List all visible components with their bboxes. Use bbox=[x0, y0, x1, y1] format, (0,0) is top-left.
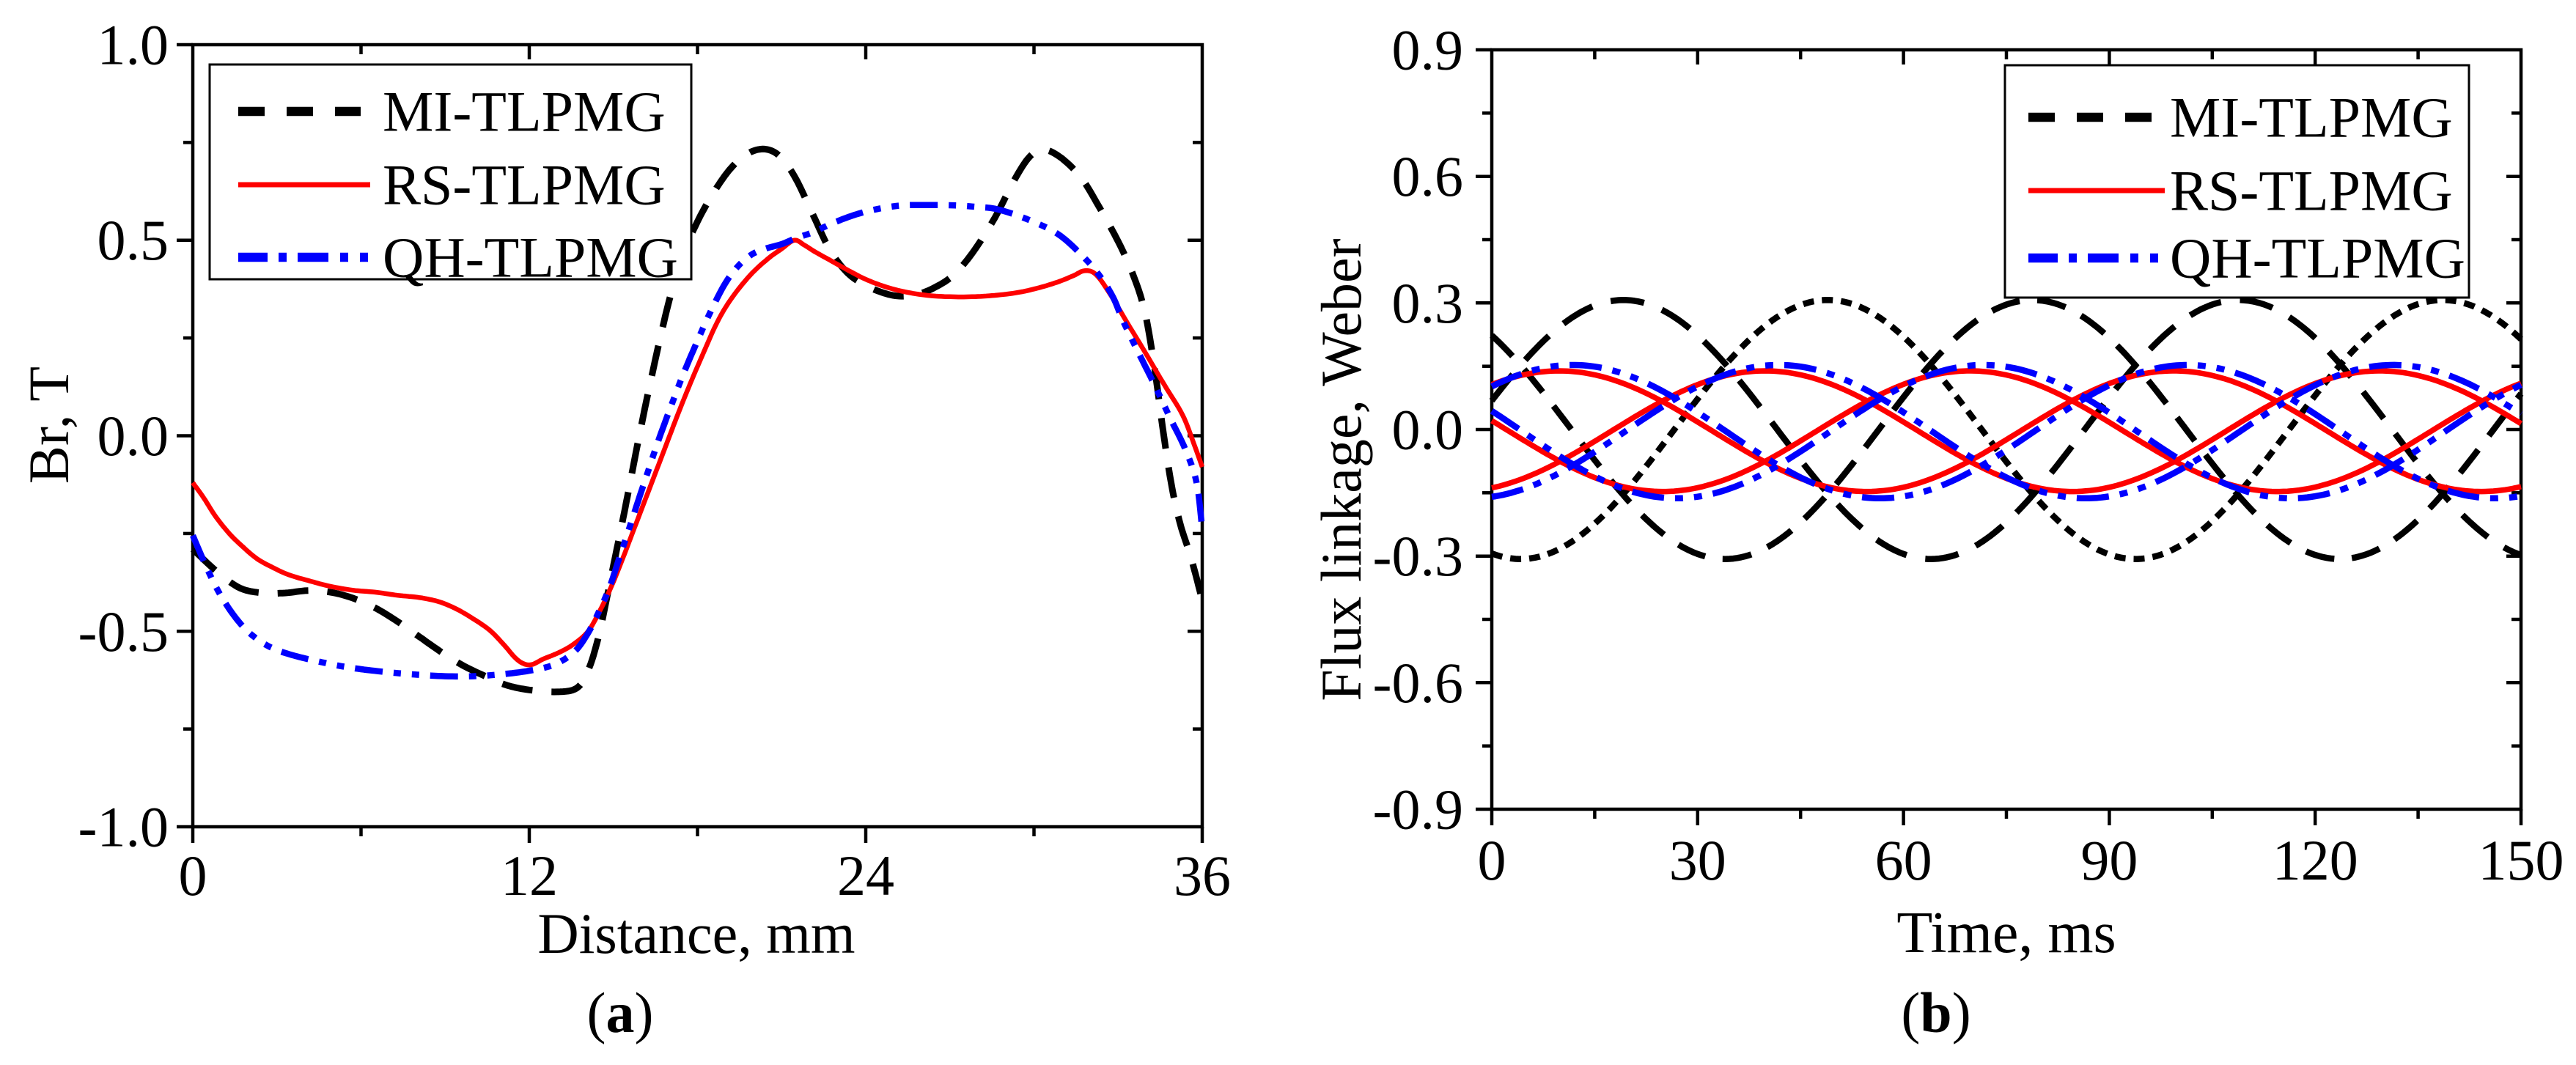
svg-text:0: 0 bbox=[1478, 828, 1506, 892]
svg-text:24: 24 bbox=[837, 844, 894, 907]
svg-text:-0.5: -0.5 bbox=[78, 600, 169, 663]
svg-text:12: 12 bbox=[501, 844, 558, 907]
svg-text:MI-TLPMG: MI-TLPMG bbox=[383, 80, 666, 144]
svg-text:36: 36 bbox=[1174, 844, 1231, 907]
svg-text:90: 90 bbox=[2080, 828, 2138, 892]
svg-text:0.3: 0.3 bbox=[1392, 271, 1464, 335]
svg-text:Flux linkage, Weber: Flux linkage, Weber bbox=[1309, 238, 1373, 701]
svg-text:QH-TLPMG: QH-TLPMG bbox=[2170, 226, 2465, 290]
svg-text:60: 60 bbox=[1875, 828, 1932, 892]
svg-text:Time, ms: Time, ms bbox=[1896, 901, 2116, 965]
svg-text:MI-TLPMG: MI-TLPMG bbox=[2170, 86, 2453, 150]
svg-text:0.0: 0.0 bbox=[1392, 398, 1464, 462]
svg-text:0.5: 0.5 bbox=[97, 208, 169, 272]
svg-text:30: 30 bbox=[1669, 828, 1726, 892]
svg-text:0.6: 0.6 bbox=[1392, 144, 1464, 208]
svg-text:QH-TLPMG: QH-TLPMG bbox=[383, 226, 678, 290]
svg-text:0.9: 0.9 bbox=[1392, 18, 1464, 82]
svg-text:(b): (b) bbox=[1901, 981, 1970, 1044]
svg-text:RS-TLPMG: RS-TLPMG bbox=[383, 153, 666, 217]
svg-text:150: 150 bbox=[2479, 828, 2564, 892]
svg-text:-0.6: -0.6 bbox=[1373, 651, 1463, 715]
svg-text:0.0: 0.0 bbox=[97, 404, 169, 468]
svg-text:-0.9: -0.9 bbox=[1373, 778, 1463, 841]
svg-text:-1.0: -1.0 bbox=[78, 795, 169, 859]
svg-text:-0.3: -0.3 bbox=[1373, 524, 1463, 588]
svg-text:(a): (a) bbox=[587, 981, 654, 1044]
svg-text:RS-TLPMG: RS-TLPMG bbox=[2170, 159, 2453, 223]
svg-text:120: 120 bbox=[2273, 828, 2358, 892]
svg-text:0: 0 bbox=[179, 844, 207, 907]
svg-text:Br, T: Br, T bbox=[17, 366, 81, 484]
svg-text:1.0: 1.0 bbox=[97, 13, 169, 77]
svg-text:Distance, mm: Distance, mm bbox=[537, 902, 855, 965]
